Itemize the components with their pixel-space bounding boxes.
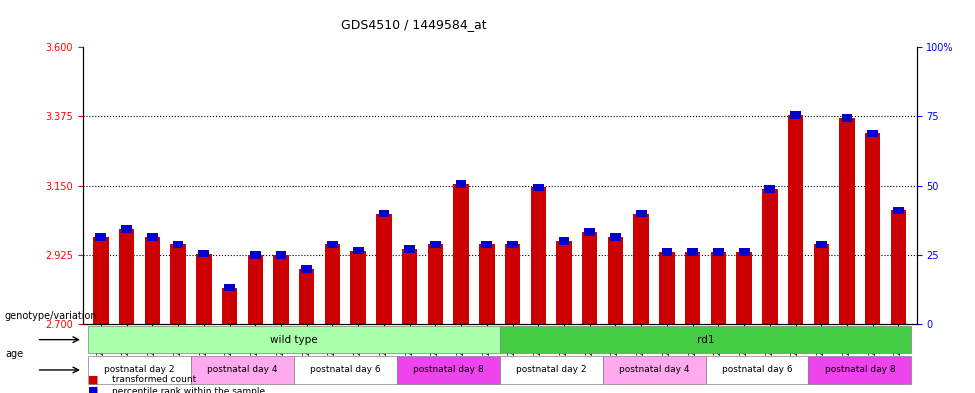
Bar: [736, 252, 752, 325]
Bar: [764, 185, 775, 193]
Bar: [88, 326, 499, 353]
Bar: [325, 244, 340, 325]
Bar: [739, 248, 750, 256]
Bar: [713, 248, 723, 256]
Bar: [711, 252, 726, 325]
Bar: [507, 241, 518, 248]
Text: rd1: rd1: [697, 335, 715, 345]
Bar: [530, 187, 546, 325]
Text: postnatal day 8: postnatal day 8: [825, 365, 895, 375]
Bar: [119, 229, 135, 325]
Bar: [198, 250, 210, 257]
Text: transformed count: transformed count: [112, 375, 196, 384]
Bar: [505, 244, 521, 325]
Bar: [533, 184, 544, 191]
Bar: [559, 237, 569, 245]
Bar: [499, 356, 603, 384]
Bar: [171, 244, 186, 325]
Bar: [603, 356, 706, 384]
Bar: [893, 207, 904, 214]
Bar: [147, 233, 158, 241]
Bar: [222, 288, 237, 325]
Bar: [293, 356, 397, 384]
Bar: [376, 213, 392, 325]
Bar: [661, 248, 673, 256]
Bar: [248, 255, 263, 325]
Bar: [327, 241, 338, 248]
Text: postnatal day 8: postnatal day 8: [413, 365, 484, 375]
Bar: [299, 269, 314, 325]
Bar: [88, 356, 191, 384]
Bar: [684, 252, 700, 325]
Bar: [816, 241, 827, 248]
Bar: [224, 284, 235, 291]
Text: GDS4510 / 1449584_at: GDS4510 / 1449584_at: [341, 18, 487, 31]
Text: postnatal day 6: postnatal day 6: [310, 365, 380, 375]
Text: percentile rank within the sample: percentile rank within the sample: [112, 387, 265, 393]
Bar: [191, 356, 293, 384]
Bar: [610, 233, 621, 241]
Bar: [144, 237, 160, 325]
Bar: [659, 252, 675, 325]
Text: postnatal day 4: postnatal day 4: [619, 365, 689, 375]
Bar: [482, 241, 492, 248]
Bar: [453, 184, 469, 325]
Bar: [636, 210, 646, 217]
Text: postnatal day 4: postnatal day 4: [207, 365, 278, 375]
Bar: [687, 248, 698, 256]
Bar: [353, 247, 364, 254]
Bar: [634, 213, 649, 325]
Text: genotype/variation: genotype/variation: [5, 311, 98, 321]
Bar: [607, 237, 623, 325]
Text: ■: ■: [88, 374, 98, 384]
Bar: [762, 189, 778, 325]
Text: postnatal day 2: postnatal day 2: [104, 365, 175, 375]
Bar: [428, 244, 443, 325]
Bar: [276, 251, 287, 259]
Text: postnatal day 6: postnatal day 6: [722, 365, 793, 375]
Bar: [301, 265, 312, 273]
Bar: [790, 111, 801, 119]
Bar: [706, 356, 808, 384]
Bar: [402, 249, 417, 325]
Bar: [397, 356, 500, 384]
Bar: [378, 210, 389, 217]
Bar: [350, 250, 366, 325]
Bar: [808, 356, 912, 384]
Bar: [499, 326, 912, 353]
Bar: [788, 115, 803, 325]
Bar: [96, 233, 106, 241]
Bar: [94, 237, 108, 325]
Text: age: age: [5, 349, 23, 359]
Bar: [173, 241, 183, 248]
Bar: [813, 244, 829, 325]
Bar: [557, 241, 571, 325]
Bar: [839, 118, 855, 325]
Bar: [582, 232, 598, 325]
Bar: [584, 228, 595, 236]
Bar: [405, 245, 415, 253]
Bar: [250, 251, 260, 259]
Bar: [865, 134, 880, 325]
Text: postnatal day 2: postnatal day 2: [516, 365, 586, 375]
Bar: [868, 130, 878, 137]
Bar: [479, 244, 494, 325]
Bar: [841, 114, 852, 122]
Bar: [891, 211, 906, 325]
Bar: [273, 255, 289, 325]
Bar: [430, 241, 441, 248]
Bar: [121, 225, 132, 233]
Bar: [196, 253, 212, 325]
Text: wild type: wild type: [270, 335, 318, 345]
Bar: [455, 180, 466, 188]
Text: ■: ■: [88, 386, 98, 393]
